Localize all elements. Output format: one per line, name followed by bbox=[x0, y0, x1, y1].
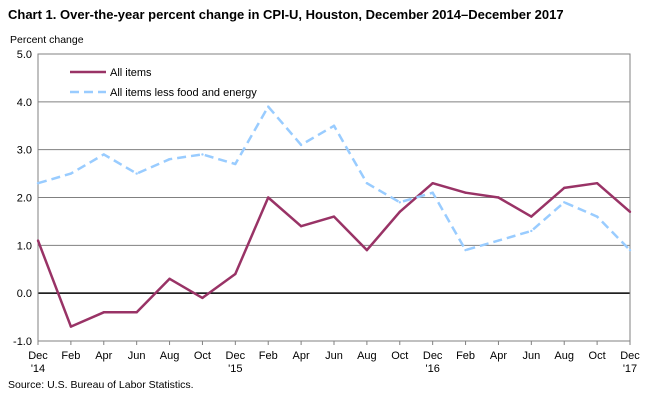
data-point bbox=[464, 248, 467, 252]
x-tick-label: Aug bbox=[554, 350, 574, 362]
data-point bbox=[201, 296, 204, 300]
data-point bbox=[530, 229, 533, 233]
x-tick-year-label: '15 bbox=[228, 363, 242, 375]
data-point bbox=[234, 272, 237, 276]
data-point bbox=[168, 158, 171, 161]
data-point bbox=[201, 153, 204, 156]
data-point bbox=[595, 181, 599, 185]
data-point bbox=[497, 239, 500, 242]
data-point bbox=[102, 153, 105, 156]
series-lines bbox=[36, 105, 632, 328]
series-line-all-items bbox=[36, 181, 631, 328]
data-point bbox=[299, 143, 303, 147]
y-axis-label: Percent change bbox=[10, 34, 84, 46]
data-point bbox=[332, 215, 336, 218]
x-tick-label: Feb bbox=[61, 350, 80, 362]
data-point bbox=[332, 124, 336, 127]
x-tick-label: Jun bbox=[325, 350, 343, 362]
x-tick-label: Apr bbox=[95, 350, 112, 362]
x-tick-label: Oct bbox=[391, 350, 408, 362]
data-point bbox=[69, 172, 73, 175]
legend: All items All items less food and energy bbox=[70, 67, 257, 99]
data-point bbox=[69, 325, 73, 328]
data-point bbox=[464, 191, 467, 194]
x-tick-label: Dec bbox=[28, 350, 48, 362]
y-tick-label: -1.0 bbox=[13, 336, 32, 348]
source-note: Source: U.S. Bureau of Labor Statistics. bbox=[8, 379, 194, 391]
data-point bbox=[398, 210, 401, 214]
x-tick-label: Dec bbox=[423, 350, 443, 362]
data-point bbox=[497, 196, 500, 199]
x-tick-label: Aug bbox=[160, 350, 180, 362]
data-point bbox=[36, 181, 40, 185]
data-point bbox=[299, 225, 303, 228]
x-tick-label: Jun bbox=[128, 350, 146, 362]
data-point bbox=[234, 162, 237, 166]
data-point bbox=[398, 201, 401, 204]
x-tick-year-label: '17 bbox=[623, 363, 637, 375]
data-point bbox=[431, 191, 434, 194]
data-point bbox=[563, 186, 566, 190]
data-point bbox=[365, 181, 369, 185]
data-point bbox=[563, 201, 566, 204]
x-tick-label: Dec bbox=[620, 350, 640, 362]
x-tick-label: Aug bbox=[357, 350, 377, 362]
x-tick-label: Feb bbox=[456, 350, 475, 362]
data-point bbox=[628, 210, 632, 214]
legend-label: All items bbox=[110, 67, 152, 79]
y-axis-ticks: -1.0 0.0 1.0 2.0 3.0 4.0 5.0 bbox=[13, 49, 32, 348]
x-tick-label: Dec bbox=[226, 350, 246, 362]
series-line-all-items-less-food-energy bbox=[37, 105, 631, 252]
data-point bbox=[365, 248, 369, 252]
x-tick-label: Apr bbox=[293, 350, 310, 362]
data-point bbox=[267, 105, 270, 108]
x-tick-label: Jun bbox=[522, 350, 540, 362]
data-point bbox=[102, 311, 105, 314]
x-tick-label: Oct bbox=[194, 350, 211, 362]
y-tick-label: 4.0 bbox=[17, 97, 32, 109]
data-point bbox=[135, 172, 138, 175]
x-tick-label: Feb bbox=[259, 350, 278, 362]
legend-label: All items less food and energy bbox=[110, 87, 257, 99]
x-tick-year-label: '14 bbox=[31, 363, 45, 375]
y-tick-label: 1.0 bbox=[17, 240, 32, 252]
data-point bbox=[431, 181, 434, 185]
data-point bbox=[530, 215, 533, 218]
data-point bbox=[595, 215, 599, 218]
data-point bbox=[168, 277, 171, 281]
x-tick-label: Oct bbox=[589, 350, 606, 362]
y-tick-label: 5.0 bbox=[17, 49, 32, 61]
data-point bbox=[267, 196, 270, 199]
data-point bbox=[628, 248, 632, 252]
data-point bbox=[36, 239, 40, 242]
data-point bbox=[135, 311, 138, 314]
y-tick-label: 2.0 bbox=[17, 193, 32, 205]
y-tick-label: 0.0 bbox=[17, 288, 32, 300]
y-tick-label: 3.0 bbox=[17, 145, 32, 157]
x-tick-year-label: '16 bbox=[425, 363, 439, 375]
chart-title: Chart 1. Over-the-year percent change in… bbox=[8, 7, 564, 22]
x-tick-label: Apr bbox=[490, 350, 507, 362]
